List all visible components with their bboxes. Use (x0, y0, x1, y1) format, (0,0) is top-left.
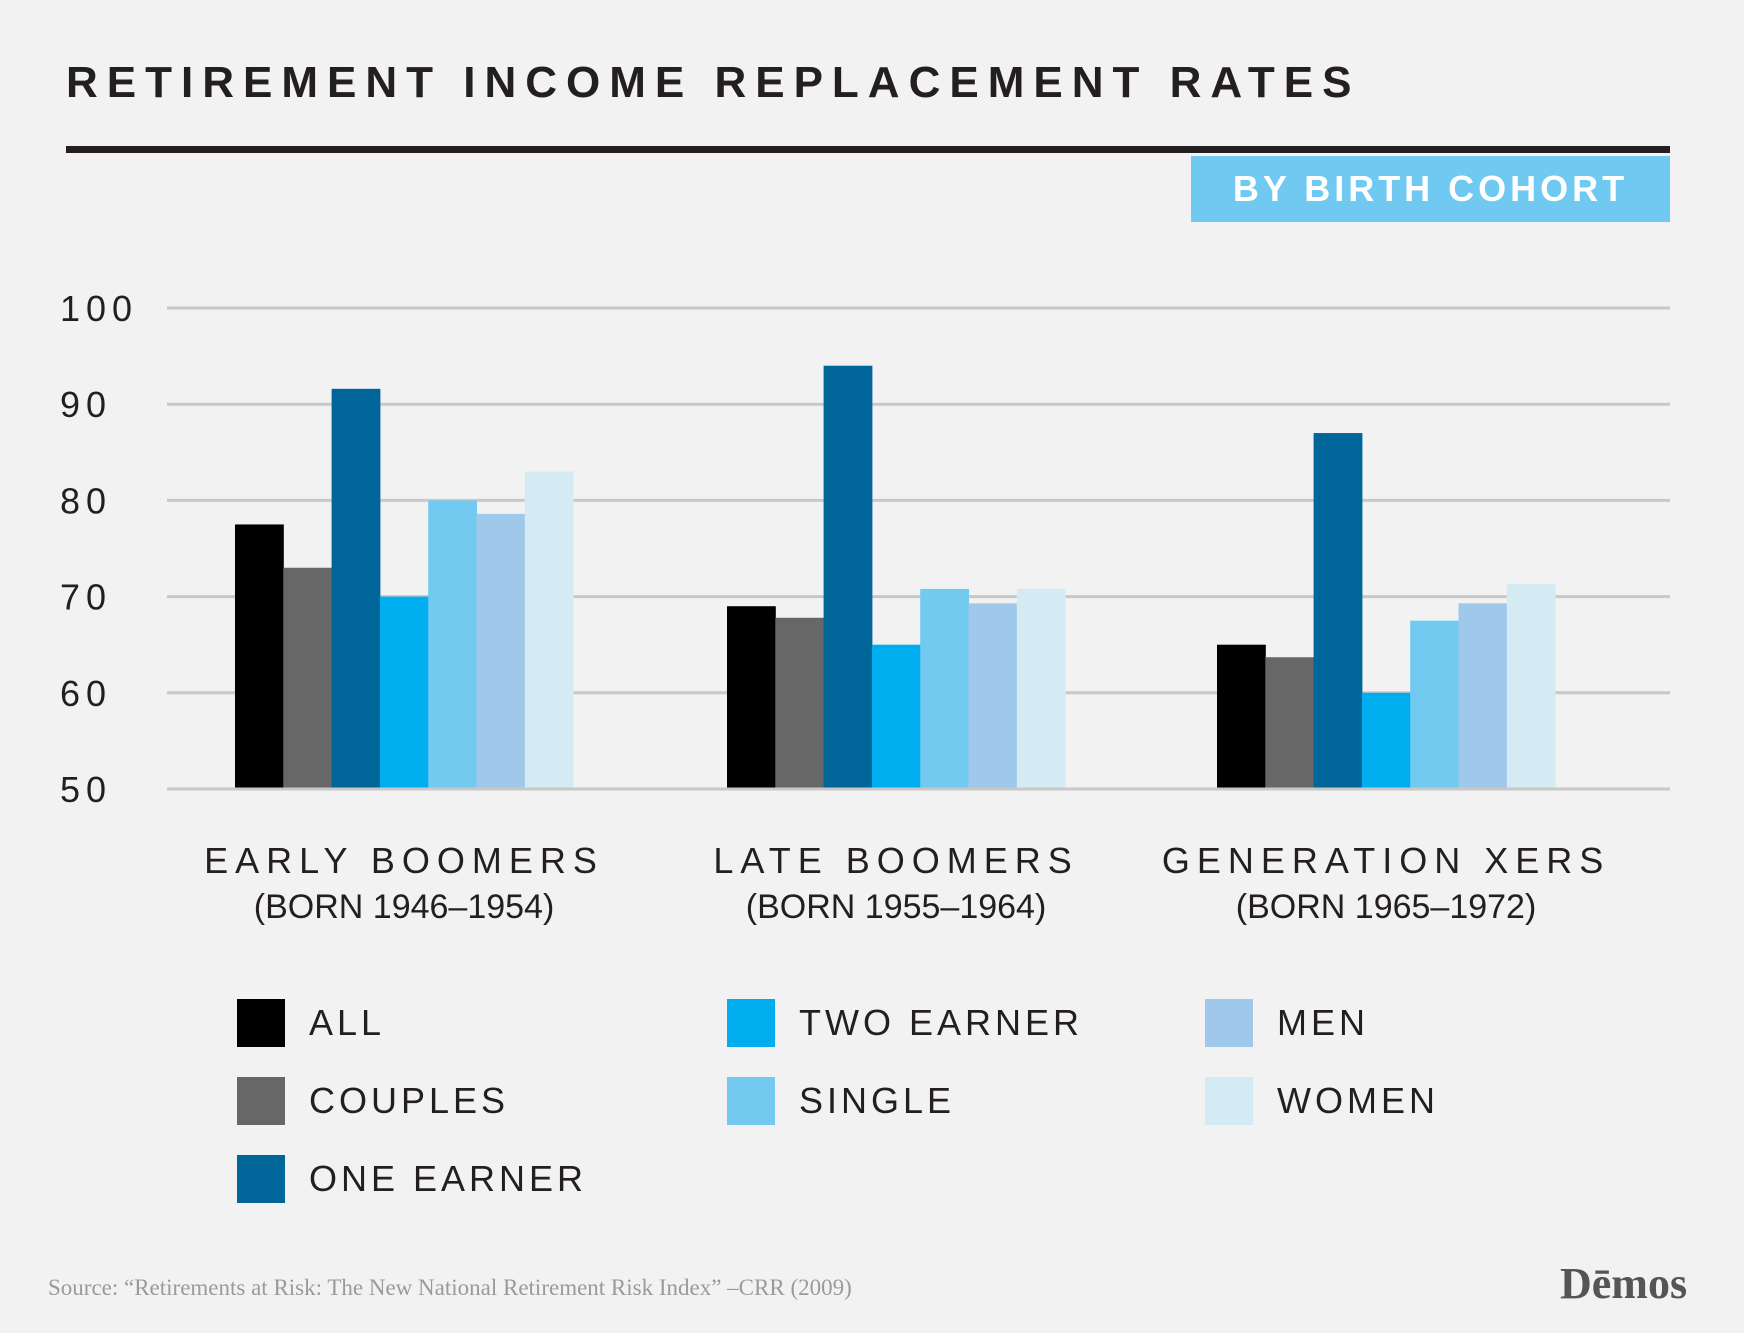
bar-all (235, 524, 284, 789)
bar-couples (1265, 657, 1315, 789)
bar-single (428, 500, 477, 789)
bar-two-earner (1361, 692, 1411, 789)
bar-one-earner (823, 365, 873, 789)
legend-swatch-women (1205, 1077, 1253, 1125)
legend-item-women: WOMEN (1205, 1076, 1439, 1126)
legend-item-two-earner: TWO EARNER (727, 998, 1083, 1048)
x-category-sublabel: (BORN 1965–1972) (1236, 888, 1537, 926)
y-tick-label: 80 (60, 480, 112, 521)
bar-men (476, 513, 526, 789)
bar-women (1506, 584, 1556, 789)
y-tick-label: 100 (60, 288, 138, 329)
legend-swatch-men (1205, 999, 1253, 1047)
bar-single (920, 588, 969, 789)
bar-men (968, 603, 1018, 789)
bar-two-earner (379, 596, 429, 789)
demos-logo: Dēmos (1560, 1259, 1688, 1308)
source-note: Source: “Retirements at Risk: The New Na… (48, 1275, 852, 1300)
bar-men (1458, 603, 1508, 789)
legend-swatch-single (727, 1077, 775, 1125)
legend-label-single: SINGLE (799, 1080, 956, 1121)
y-tick-label: 50 (60, 769, 112, 810)
legend-item-men: MEN (1205, 998, 1369, 1048)
title-divider (66, 146, 1670, 153)
legend-label-women: WOMEN (1277, 1080, 1439, 1121)
x-category-label: LATE BOOMERS (713, 840, 1078, 881)
bar-couples (283, 567, 333, 789)
legend-item-couples: COUPLES (237, 1076, 509, 1126)
x-category-label: EARLY BOOMERS (204, 840, 604, 881)
legend-swatch-two-earner (727, 999, 775, 1047)
legend-label-couples: COUPLES (309, 1080, 510, 1121)
legend-swatch-couples (237, 1077, 285, 1125)
legend-item-all: ALL (237, 998, 385, 1048)
x-category-label: GENERATION XERS (1162, 840, 1610, 881)
legend-swatch-one-earner (237, 1155, 285, 1203)
legend-label-two-earner: TWO EARNER (799, 1002, 1084, 1043)
y-tick-label: 70 (60, 577, 112, 618)
legend-label-all: ALL (309, 1002, 386, 1043)
x-category-sublabel: (BORN 1955–1964) (746, 888, 1047, 926)
bar-women (1016, 588, 1066, 789)
subtitle-badge: BY BIRTH COHORT (1191, 156, 1670, 222)
chart-title: RETIREMENT INCOME REPLACEMENT RATES (66, 58, 1361, 107)
bar-couples (775, 617, 825, 789)
legend-item-single: SINGLE (727, 1076, 955, 1126)
legend-swatch-all (237, 999, 285, 1047)
bar-one-earner (331, 388, 381, 789)
bar-all (1217, 644, 1266, 789)
bar-single (1410, 620, 1459, 789)
bar-women (524, 471, 574, 789)
legend-label-men: MEN (1277, 1002, 1369, 1043)
y-tick-label: 90 (60, 384, 112, 425)
y-tick-label: 60 (60, 673, 112, 714)
x-category-sublabel: (BORN 1946–1954) (254, 888, 555, 926)
bar-one-earner (1313, 433, 1363, 789)
legend-item-one-earner: ONE EARNER (237, 1154, 587, 1204)
bar-two-earner (871, 644, 921, 789)
bar-all (727, 606, 776, 789)
legend-label-one-earner: ONE EARNER (309, 1158, 588, 1199)
